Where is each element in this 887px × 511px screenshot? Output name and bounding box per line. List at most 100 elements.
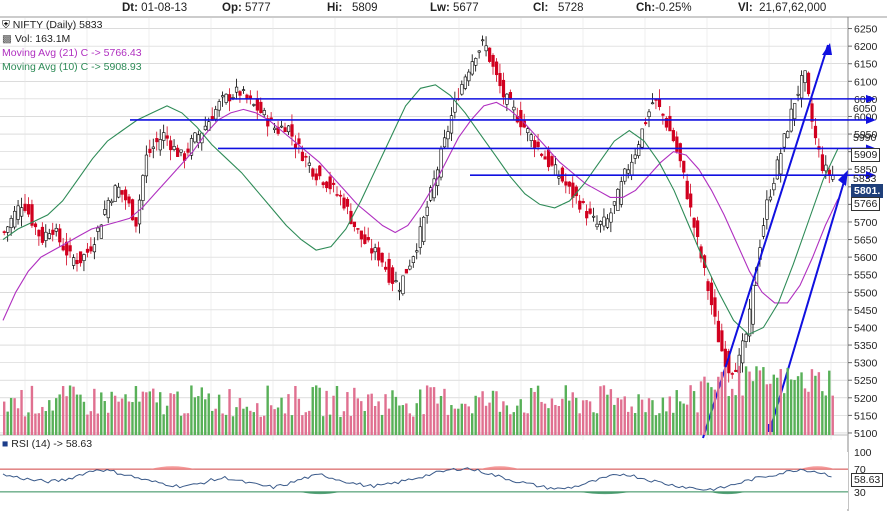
ma21-line bbox=[2, 101, 839, 321]
candle-body bbox=[366, 237, 370, 241]
volume-bar bbox=[401, 405, 405, 435]
volume-bar bbox=[789, 379, 793, 435]
volume-bar bbox=[113, 395, 117, 435]
candle-body bbox=[280, 125, 284, 128]
candle-body bbox=[488, 47, 492, 62]
volume-bar bbox=[547, 408, 550, 435]
ma21-legend: Moving Avg (21) C -> 5766.43 bbox=[2, 47, 142, 59]
candle-body bbox=[432, 178, 436, 199]
volume-bar bbox=[72, 386, 75, 435]
price-tag-5833: 5833 bbox=[853, 173, 877, 185]
candle-body bbox=[800, 75, 804, 99]
candle-body bbox=[463, 76, 467, 89]
volume-bar bbox=[762, 367, 765, 435]
volume-bar bbox=[273, 409, 276, 435]
candle-body bbox=[820, 154, 825, 171]
volume-bar bbox=[193, 397, 197, 435]
y-tick-label: 5250 bbox=[854, 375, 878, 387]
volume-bar bbox=[197, 396, 200, 435]
candle-body bbox=[536, 141, 540, 147]
volume-bar bbox=[394, 396, 398, 435]
volume-bar bbox=[61, 386, 65, 435]
candle-body bbox=[321, 182, 325, 186]
candle-body bbox=[124, 189, 128, 201]
open-readout: Op: 5777 bbox=[222, 2, 271, 14]
volume-bar bbox=[301, 415, 304, 435]
volume-bar bbox=[20, 389, 23, 435]
candle-body bbox=[425, 206, 429, 216]
volume-bar bbox=[245, 406, 249, 435]
volume-bar bbox=[360, 401, 363, 435]
candle-body bbox=[23, 203, 27, 211]
volume-bar bbox=[159, 392, 162, 435]
volume-bar bbox=[183, 413, 186, 435]
volume-bar bbox=[498, 411, 502, 435]
volume-bar bbox=[793, 379, 796, 435]
candle-body bbox=[550, 156, 554, 166]
candle-body bbox=[477, 50, 481, 53]
volume-bar bbox=[200, 387, 203, 435]
candle-body bbox=[716, 320, 721, 343]
volume-legend: ▩ Vol: 163.1M bbox=[2, 33, 71, 45]
candle-body bbox=[335, 194, 339, 196]
volume-bar bbox=[751, 381, 755, 435]
candle-body bbox=[44, 231, 48, 241]
candle-body bbox=[89, 246, 93, 252]
volume-bar bbox=[124, 394, 127, 435]
volume-bar bbox=[675, 390, 678, 435]
candle-body bbox=[252, 104, 256, 106]
candle-body bbox=[647, 111, 651, 117]
candle-body bbox=[481, 39, 485, 42]
candle-body bbox=[533, 140, 537, 148]
candle-body bbox=[460, 84, 464, 95]
candle-body bbox=[363, 234, 367, 244]
candle-body bbox=[165, 135, 169, 139]
volume-bar bbox=[387, 408, 391, 435]
candle-body bbox=[283, 127, 287, 133]
ohlc-header-bar: Dt: 01-08-13 Op: 5777 Hi: 5809 Lw: 5677 … bbox=[0, 0, 887, 17]
volume-bar bbox=[571, 392, 574, 435]
volume-bar bbox=[696, 412, 699, 435]
candle-body bbox=[650, 102, 655, 105]
date-readout: Dt: 01-08-13 bbox=[122, 2, 188, 14]
candle-body bbox=[78, 251, 83, 264]
candle-body bbox=[373, 247, 377, 253]
volume-bar bbox=[540, 401, 543, 435]
candle-body bbox=[720, 330, 724, 352]
volume-bar bbox=[588, 401, 592, 435]
volume-bar bbox=[623, 396, 626, 435]
candle-body bbox=[65, 241, 69, 256]
candle-body bbox=[806, 72, 811, 95]
volume-bar bbox=[613, 404, 616, 435]
rsi-overbought-fill-2 bbox=[800, 466, 835, 470]
rsi-legend: ■ RSI (14) -> 58.63 bbox=[2, 438, 93, 450]
candle-body bbox=[734, 369, 738, 372]
rsi-line bbox=[2, 467, 832, 491]
y-tick-label: 6050 bbox=[854, 94, 878, 106]
price-tag-5766: 5766 bbox=[851, 197, 881, 211]
candle-body bbox=[54, 227, 58, 232]
volume-bar bbox=[252, 412, 255, 435]
ma10-legend: Moving Avg (10) C -> 5908.93 bbox=[2, 61, 142, 73]
candle-body bbox=[803, 70, 807, 83]
candle-body bbox=[546, 149, 551, 168]
candle-body bbox=[158, 139, 162, 151]
candle-body bbox=[68, 245, 72, 252]
volume-bar bbox=[242, 408, 245, 435]
volume-bar bbox=[169, 393, 172, 435]
volume-bar bbox=[529, 387, 533, 435]
volume-bar bbox=[519, 399, 522, 435]
candle-body bbox=[491, 55, 495, 67]
volume-bar bbox=[717, 376, 720, 435]
volume-bar bbox=[107, 412, 110, 435]
volume-bar bbox=[415, 403, 418, 435]
y-tick-label: 5150 bbox=[854, 410, 878, 422]
volume-bar bbox=[346, 392, 349, 435]
volume-bar bbox=[741, 395, 744, 435]
volume-bar bbox=[831, 395, 834, 435]
volume-bar bbox=[689, 385, 692, 435]
volume-bar bbox=[96, 413, 99, 435]
candle-body bbox=[592, 215, 596, 218]
volume-bar bbox=[640, 399, 644, 435]
